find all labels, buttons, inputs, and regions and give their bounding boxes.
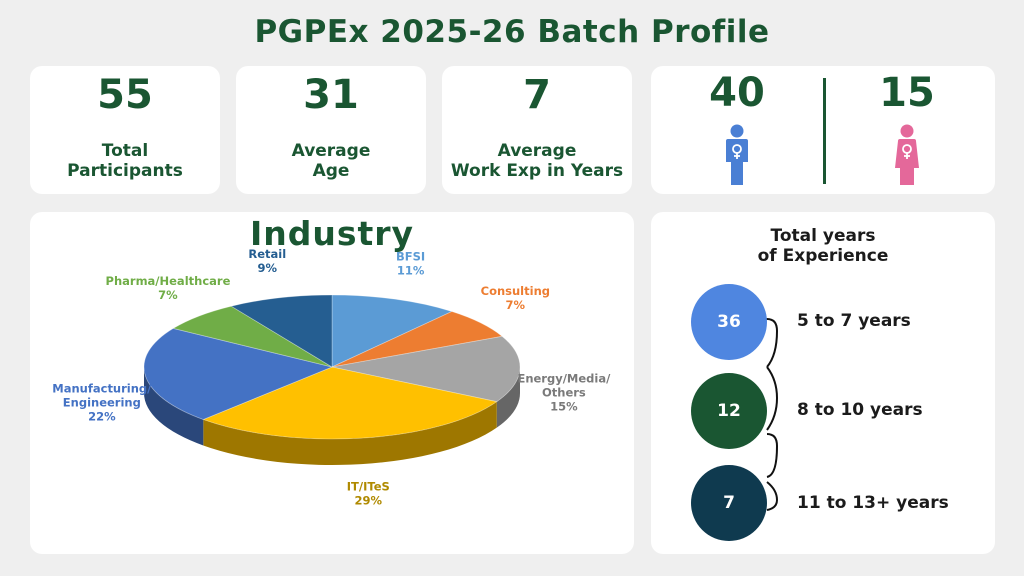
pie-slice-side <box>203 401 497 465</box>
stat-label-line: Work Exp in Years <box>450 161 624 181</box>
pie-label-name: BFSI <box>396 249 425 263</box>
pie-slice <box>143 327 334 420</box>
pie-slice <box>172 305 333 368</box>
pie-slice <box>331 335 521 403</box>
stat-value: 7 <box>523 72 551 118</box>
stat-label-line: Average <box>497 141 577 161</box>
stat-label-line: Average <box>291 141 371 161</box>
pie-slice <box>202 366 498 440</box>
male-count: 40 <box>709 70 765 116</box>
pie-slice <box>331 294 453 368</box>
stat-label: Average Work Exp in Years <box>442 141 632 181</box>
pie-label: Retail 9% <box>248 247 286 275</box>
pie-label: Pharma/Healthcare 7% <box>106 274 231 302</box>
pie-slice <box>331 311 504 368</box>
experience-card: Total years of Experience 36 12 7 5 to 7… <box>651 212 995 554</box>
experience-count-1: 36 <box>691 284 767 360</box>
page-title: PGPEx 2025-26 Batch Profile <box>254 14 770 50</box>
stat-value: 31 <box>303 72 359 118</box>
experience-title-line: of Experience <box>757 246 889 266</box>
experience-title: Total years of Experience <box>651 226 995 266</box>
experience-count-3: 7 <box>691 465 767 541</box>
pie-slice-side <box>496 367 520 428</box>
male-person-icon <box>726 124 748 185</box>
pie-label-name: Energy/Media/ <box>517 371 611 385</box>
stat-label-line: Total <box>101 141 149 161</box>
pie-label-name: Others <box>542 385 586 399</box>
industry-title: Industry <box>249 214 415 253</box>
pie-label-percent: 15% <box>550 399 578 413</box>
experience-title-line: Total years <box>770 226 876 246</box>
pie-label: Energy/Media/Others 15% <box>517 371 611 413</box>
experience-range-2: 8 to 10 years <box>797 400 923 420</box>
pie-label-percent: 9% <box>258 261 278 275</box>
pie-label-percent: 11% <box>397 263 425 277</box>
pie-slice-side <box>144 367 204 446</box>
pie-label-name: Engineering <box>63 395 141 409</box>
experience-range-1: 5 to 7 years <box>797 311 911 331</box>
stat-card-work-exp: 7 Average Work Exp in Years <box>442 66 632 194</box>
pie-slice <box>230 294 333 368</box>
pie-sides <box>144 367 520 465</box>
female-count: 15 <box>879 70 935 116</box>
stat-card-age: 31 Average Age <box>236 66 426 194</box>
experience-count-2: 12 <box>691 373 767 449</box>
experience-range-3: 11 to 13+ years <box>797 493 949 513</box>
pie-label: IT/ITeS 29% <box>347 480 390 508</box>
gender-divider <box>823 78 826 184</box>
pie-label-name: Pharma/Healthcare <box>106 274 231 288</box>
stat-value: 55 <box>97 72 153 118</box>
pie-label-percent: 29% <box>355 494 383 508</box>
female-person-icon <box>895 124 919 185</box>
stat-label: Average Age <box>236 141 426 181</box>
pie-label: BFSI 11% <box>396 249 425 277</box>
pie-label-percent: 7% <box>158 288 178 302</box>
industry-pie-chart: BFSI 11%Consulting 7%Energy/Media/Others 15… <box>52 247 611 508</box>
pie-label-name: Retail <box>248 247 286 261</box>
pie-label: Consulting 7% <box>481 284 550 312</box>
stat-label: Total Participants <box>30 141 220 181</box>
pie-label-name: Consulting <box>481 284 550 298</box>
pie-label-percent: 7% <box>506 298 526 312</box>
pie-label: Manufacturing/Engineering 22% <box>52 381 152 423</box>
pie-label-name: Manufacturing/ <box>52 381 152 395</box>
gender-card: 40 15 <box>651 66 995 194</box>
stat-label-line: Participants <box>67 161 183 181</box>
pie-label-name: IT/ITeS <box>347 480 390 494</box>
pie-label-percent: 22% <box>88 409 116 423</box>
stat-label-line: Age <box>312 161 350 181</box>
stat-card-participants: 55 Total Participants <box>30 66 220 194</box>
industry-card: Industry BFSI 11% Consulting 7% Energy/Media… <box>30 212 634 554</box>
